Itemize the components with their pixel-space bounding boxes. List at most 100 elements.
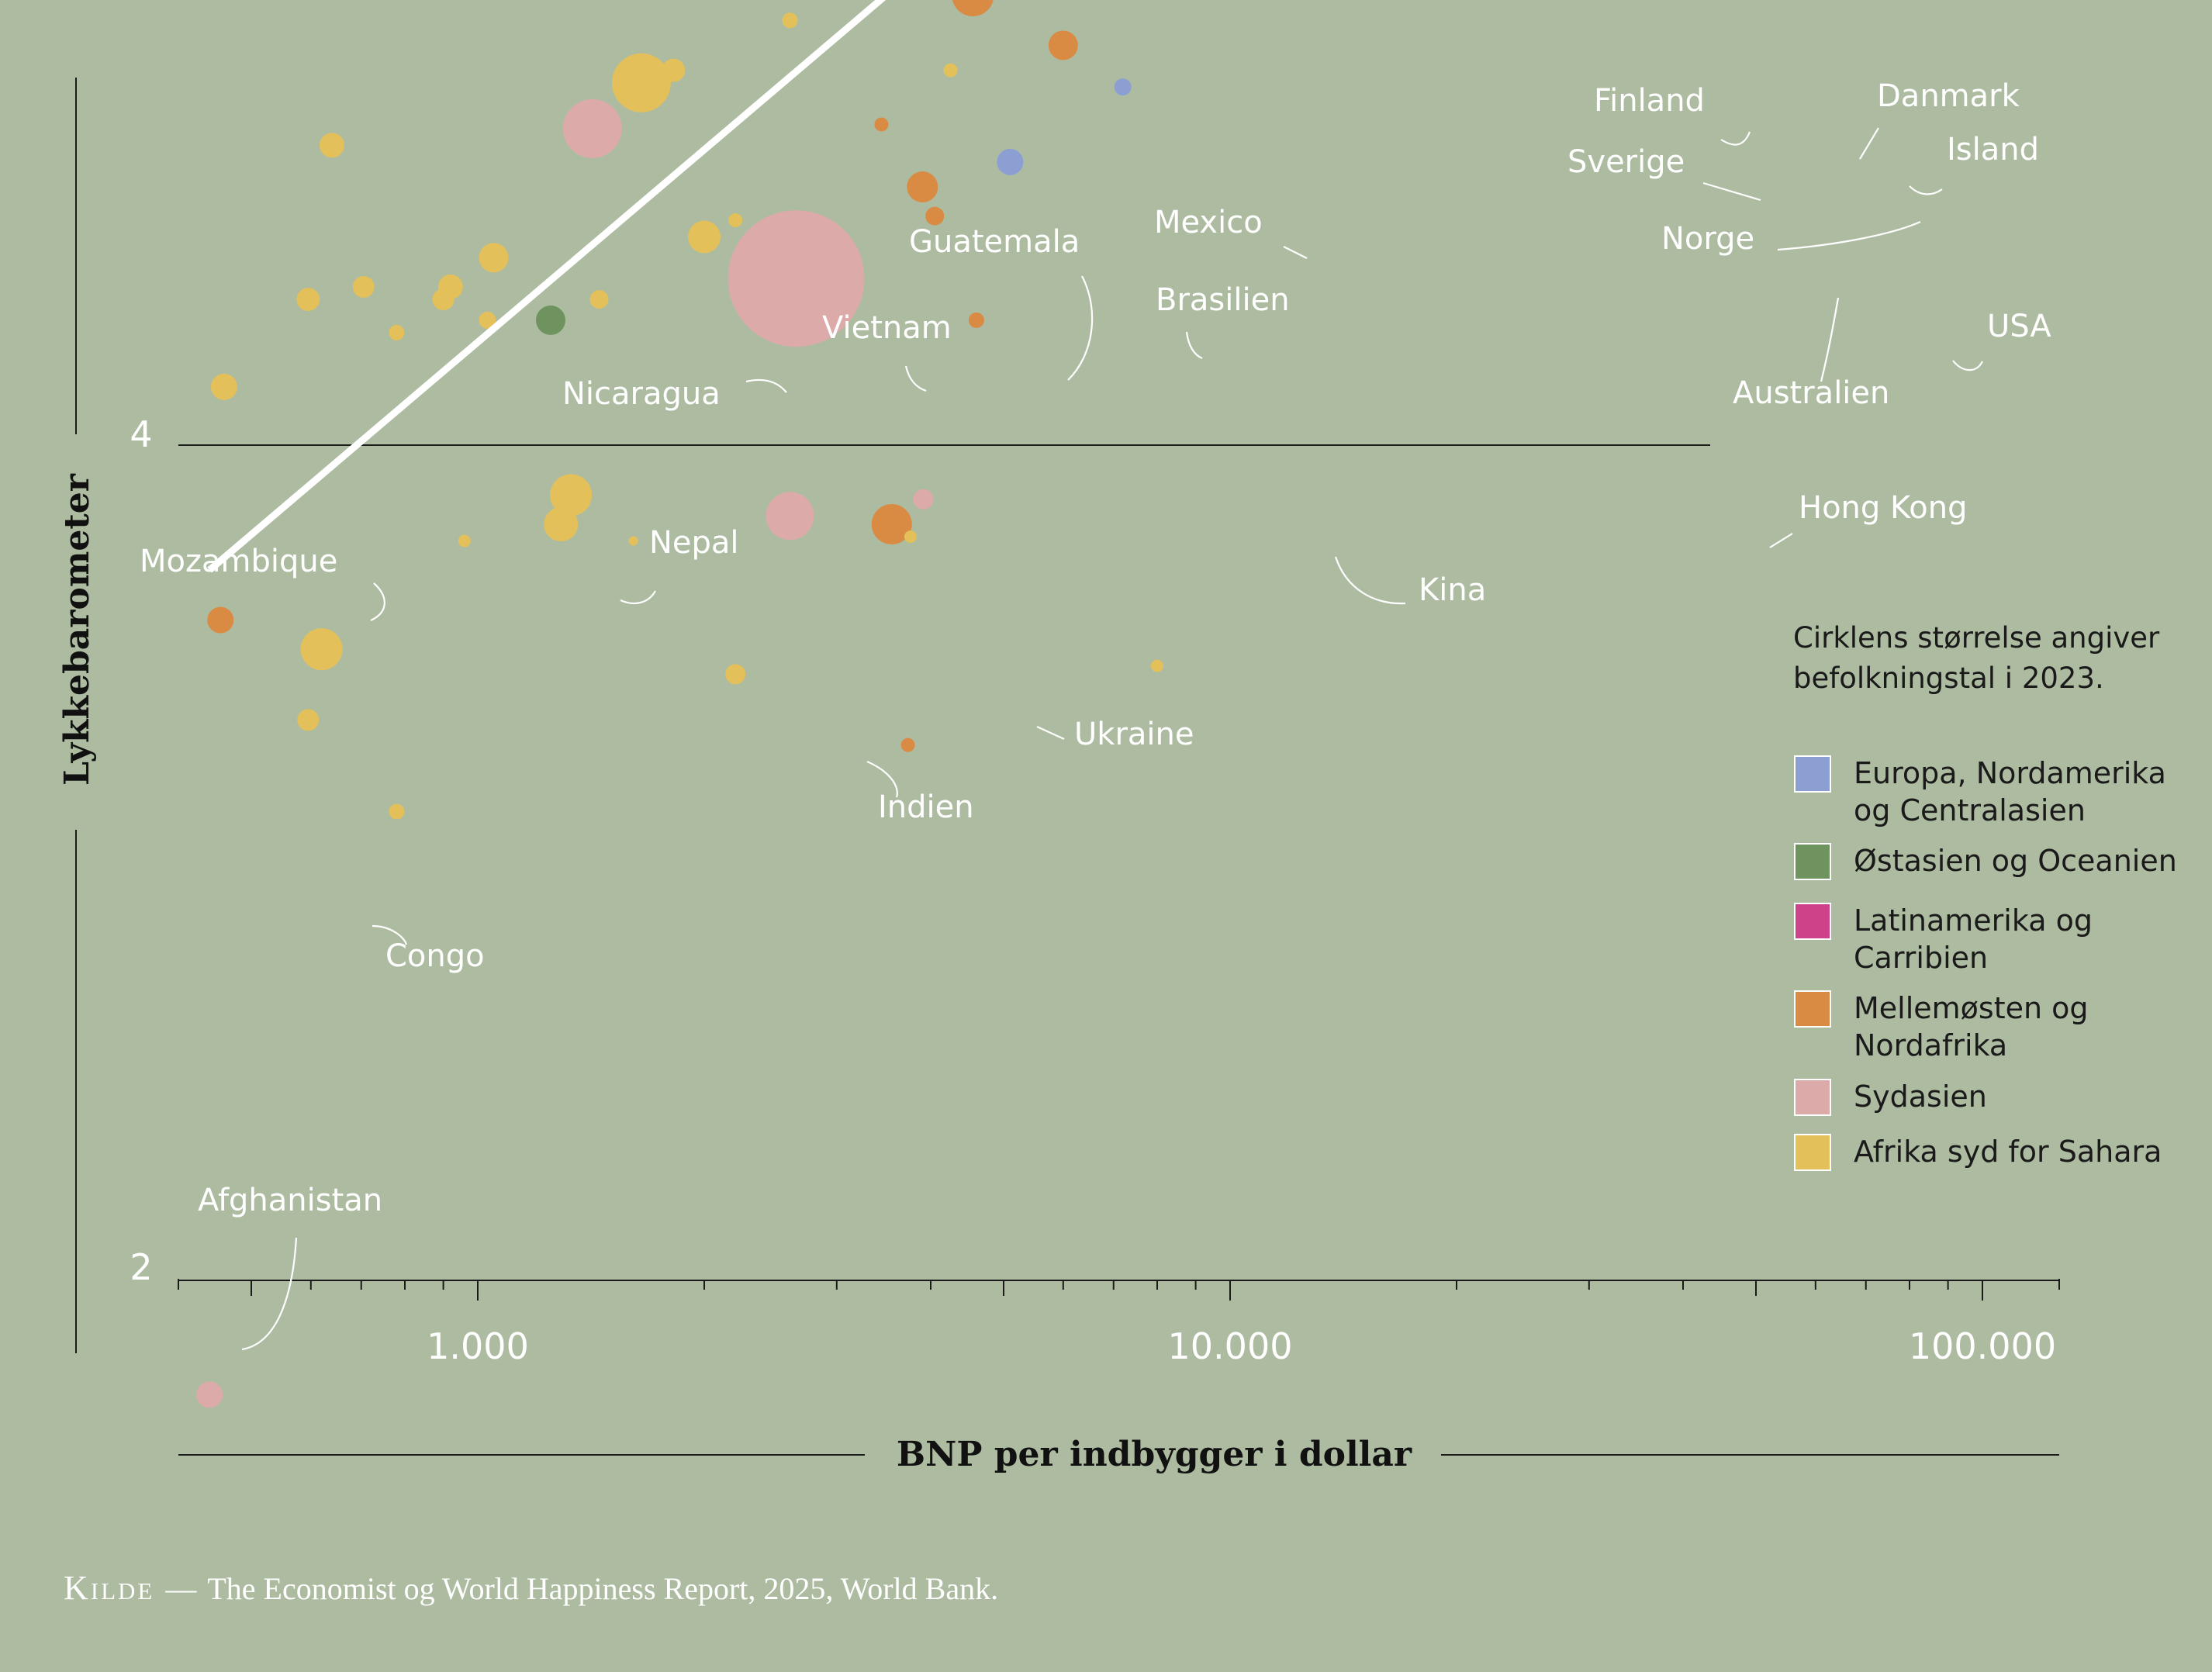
bubble-ssa xyxy=(300,628,343,671)
legend-label-southasia: Sydasien xyxy=(1854,1080,1987,1114)
legend-label-line: Sydasien xyxy=(1854,1080,1987,1114)
bubble-ssa xyxy=(389,325,405,341)
bubble-europe xyxy=(1114,78,1132,96)
bubbles xyxy=(196,0,1163,1408)
legend-label-europe: Europa, Nordamerika og Centralasien xyxy=(1854,756,2166,827)
annotation-leader xyxy=(745,378,787,393)
source-text: The Economist og World Happiness Report,… xyxy=(207,1571,999,1606)
legend-label-mena: Mellemøsten og Nordafrika xyxy=(1854,991,2089,1062)
bubble-ssa xyxy=(550,474,593,516)
annotation-leader xyxy=(1859,127,1879,160)
annotation-label: Hong Kong xyxy=(1799,490,1967,526)
legend-label-latam: Latinamerika og Carribien xyxy=(1854,903,2093,975)
annotation-leader xyxy=(1952,360,1983,371)
annotation-label: USA xyxy=(1987,309,2051,344)
legend-swatch-europe xyxy=(1794,755,1831,793)
bubble-ssa xyxy=(479,311,496,329)
bubble-ssa xyxy=(297,709,320,731)
annotation-leader xyxy=(904,365,927,392)
annotation-label: Norge xyxy=(1661,221,1754,257)
annotation-leader xyxy=(1909,185,1943,195)
annotation-label: Vietnam xyxy=(822,310,952,346)
legend-label-line: Afrika syd for Sahara xyxy=(1854,1135,2162,1169)
annotation-leader xyxy=(1702,181,1761,202)
annotation-leader xyxy=(1283,246,1308,259)
legend-swatch-ssa xyxy=(1794,1134,1831,1171)
annotation-leader xyxy=(620,590,656,605)
legend-swatch-eastasia xyxy=(1794,843,1831,880)
legend-label-line: Østasien og Oceanien xyxy=(1854,844,2177,878)
bubble-ssa xyxy=(1150,659,1163,672)
annotation-label: Sverige xyxy=(1567,144,1685,180)
annotation-leader xyxy=(1067,275,1094,381)
bubble-ssa xyxy=(611,53,671,112)
bubble-ssa xyxy=(782,12,798,29)
legend-label-eastasia: Østasien og Oceanien xyxy=(1854,844,2177,878)
legend-size-note-line: Cirklens størrelse angiver xyxy=(1793,621,2160,655)
legend-swatch-southasia xyxy=(1794,1079,1831,1116)
annotation-label: Finland xyxy=(1594,83,1705,119)
x-axis-title: BNP per indbygger i dollar xyxy=(897,1435,1412,1474)
annotation-leader xyxy=(1769,533,1793,548)
bubble-europe xyxy=(997,148,1024,175)
annotation-label: Island xyxy=(1947,132,2039,168)
annotation-leader xyxy=(1334,556,1406,605)
bubble-mena xyxy=(874,117,889,132)
bubble-ssa xyxy=(904,530,917,544)
bubble-southasia xyxy=(562,98,622,158)
annotation-label: Guatemala xyxy=(909,224,1080,260)
trendline xyxy=(207,0,887,573)
bubble-ssa xyxy=(352,275,375,298)
bubble-southasia xyxy=(766,492,814,541)
legend-label-line: Latinamerika og xyxy=(1854,903,2093,938)
bubble-ssa xyxy=(943,63,958,78)
bubble-ssa xyxy=(479,243,509,273)
legend-size-note-line: befolkningstal i 2023. xyxy=(1793,662,2104,695)
gridlines xyxy=(178,444,1710,446)
bubble-ssa xyxy=(432,288,454,311)
bubble-eastasia xyxy=(536,305,566,335)
legend-swatch-mena xyxy=(1794,990,1831,1028)
bubble-ssa xyxy=(210,373,237,400)
bubble-ssa xyxy=(687,220,721,254)
annotation-leader xyxy=(1820,297,1840,382)
annotation-label: Ukraine xyxy=(1074,717,1194,752)
bubble-ssa xyxy=(389,803,405,820)
annotation-label: Congo xyxy=(385,938,485,974)
annotation-label: Mozambique xyxy=(140,544,337,579)
y-tick-label: 4 xyxy=(130,413,152,455)
x-tick-label: 10.000 xyxy=(1168,1325,1293,1367)
source-separator: — xyxy=(165,1571,197,1606)
bubble-mena xyxy=(925,206,945,226)
bubble-mena xyxy=(1048,30,1078,60)
annotation-label: Afghanistan xyxy=(198,1183,382,1218)
bubble-southasia xyxy=(913,489,934,510)
legend-label-line: Mellemøsten og xyxy=(1854,991,2089,1025)
bubble-ssa xyxy=(728,213,743,228)
annotation-leader xyxy=(866,760,898,798)
legend-label-ssa: Afrika syd for Sahara xyxy=(1854,1135,2162,1169)
bubble-mena xyxy=(952,0,994,17)
annotation-label: Australien xyxy=(1733,375,1889,411)
trendline-line xyxy=(207,0,887,573)
bubble-ssa xyxy=(319,133,344,158)
source-note: Kilde — The Economist og World Happiness R… xyxy=(64,1568,998,1608)
annotation-leader xyxy=(370,582,385,622)
bubble-mena xyxy=(900,738,915,752)
axis-titles: BNP per indbygger i dollar Lykkebarometer xyxy=(57,473,2059,1474)
annotation-leader xyxy=(1720,131,1751,146)
bubble-ssa xyxy=(296,288,320,312)
bubble-ssa xyxy=(662,58,686,82)
legend-size-note: Cirklens størrelse angiver befolkningstal… xyxy=(1793,621,2160,695)
x-tick-label: 1.000 xyxy=(427,1325,529,1367)
bubble-southasia xyxy=(196,1381,223,1408)
annotation-leader xyxy=(1036,725,1065,741)
bubble-southasia xyxy=(728,210,865,347)
source-key: Kilde xyxy=(64,1569,155,1607)
legend-label-line: og Centralasien xyxy=(1854,793,2086,827)
annotation-label: Nicaragua xyxy=(562,376,721,412)
annotation-label: Brasilien xyxy=(1156,282,1290,318)
annotation-label: Danmark xyxy=(1877,78,2020,114)
bubble-ssa xyxy=(725,664,746,685)
